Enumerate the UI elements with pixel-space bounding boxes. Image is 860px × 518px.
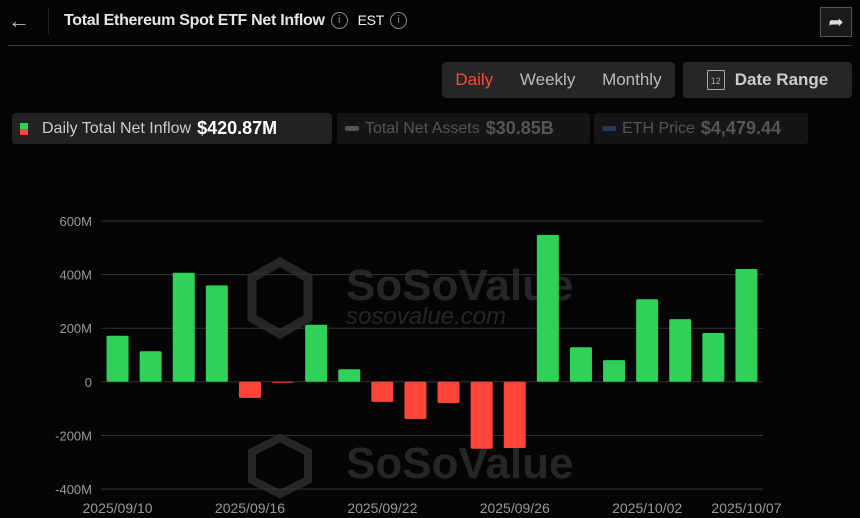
legend-label: Daily Total Net Inflow (42, 119, 192, 137)
bar-2025/09/24 (437, 381, 460, 403)
watermark-brand: SoSoValue (346, 261, 573, 310)
x-tick-label: 2025/09/16 (215, 500, 285, 516)
bar-2025/09/15 (205, 285, 228, 382)
legend-eth-price[interactable]: ETH Price $4,479.44 (594, 113, 808, 144)
bar-2025/10/02 (636, 299, 659, 382)
legend-label: ETH Price (622, 119, 695, 137)
y-tick-label: -200M (55, 428, 92, 443)
date-range-button[interactable]: 12 Date Range (683, 62, 852, 98)
date-range-label: Date Range (734, 70, 829, 89)
x-tick-label: 2025/10/02 (612, 500, 682, 516)
y-tick-label: 200M (59, 321, 92, 336)
tab-weekly[interactable]: Weekly (519, 70, 576, 89)
legend-swatch (345, 126, 359, 131)
legend-swatch (20, 122, 28, 135)
bar-2025/10/06 (702, 333, 725, 382)
bar-2025/09/17 (272, 381, 295, 383)
watermark-url: sosovalue.com (346, 303, 506, 330)
y-tick-label: 400M (59, 268, 92, 283)
legend-daily-net-inflow[interactable]: Daily Total Net Inflow $420.87M (12, 113, 332, 144)
legend-value: $420.87M (197, 118, 278, 138)
bar-2025/09/18 (305, 324, 328, 382)
bar-2025/09/23 (404, 381, 427, 420)
x-tick-label: 2025/10/07 (711, 500, 781, 516)
bar-2025/09/29 (536, 234, 559, 382)
y-tick-label: 600M (59, 214, 92, 229)
y-tick-label: -400M (55, 482, 92, 497)
page-title: Total Ethereum Spot ETF Net Inflow i EST i (64, 12, 407, 30)
info-icon[interactable]: i (330, 12, 348, 30)
bar-2025/09/16 (238, 381, 261, 398)
period-tabs: Daily Weekly Monthly (442, 62, 675, 98)
header-divider (8, 45, 852, 46)
bar-2025/09/19 (338, 369, 361, 382)
legend-value: $4,479.44 (700, 118, 781, 138)
bar-2025/09/22 (371, 381, 394, 402)
bar-2025/09/11 (139, 351, 162, 382)
timezone-label: EST (357, 12, 385, 28)
bar-2025/10/01 (603, 360, 626, 382)
calendar-icon: 12 (706, 70, 725, 90)
watermark-brand: SoSoValue (346, 439, 573, 488)
bar-2025/10/07 (735, 269, 758, 382)
bar-2025/09/12 (172, 272, 195, 382)
legend-value: $30.85B (485, 118, 554, 138)
divider (48, 8, 49, 34)
legend-label: Total Net Assets (365, 119, 480, 137)
bar-2025/09/25 (470, 381, 493, 449)
y-tick-label: 0 (85, 375, 92, 390)
watermark-logo-icon (247, 256, 313, 340)
tab-daily[interactable]: Daily (455, 70, 494, 89)
bar-2025/09/10 (106, 335, 129, 382)
legend-swatch (602, 126, 616, 131)
title-text: Total Ethereum Spot ETF Net Inflow (64, 12, 325, 29)
share-button[interactable]: ➦ (820, 7, 852, 37)
bar-2025/09/26 (503, 381, 526, 448)
bar-2025/09/30 (569, 347, 592, 382)
x-tick-label: 2025/09/22 (347, 500, 417, 516)
watermark-logo-icon (248, 433, 312, 499)
timezone-info-icon[interactable]: i (389, 12, 407, 30)
x-tick-label: 2025/09/10 (83, 500, 153, 516)
x-tick-label: 2025/09/26 (480, 500, 550, 516)
legend-total-net-assets[interactable]: Total Net Assets $30.85B (337, 113, 590, 144)
tab-monthly[interactable]: Monthly (602, 70, 662, 89)
bar-2025/10/03 (669, 319, 692, 382)
back-arrow-icon[interactable]: ← (8, 8, 30, 33)
